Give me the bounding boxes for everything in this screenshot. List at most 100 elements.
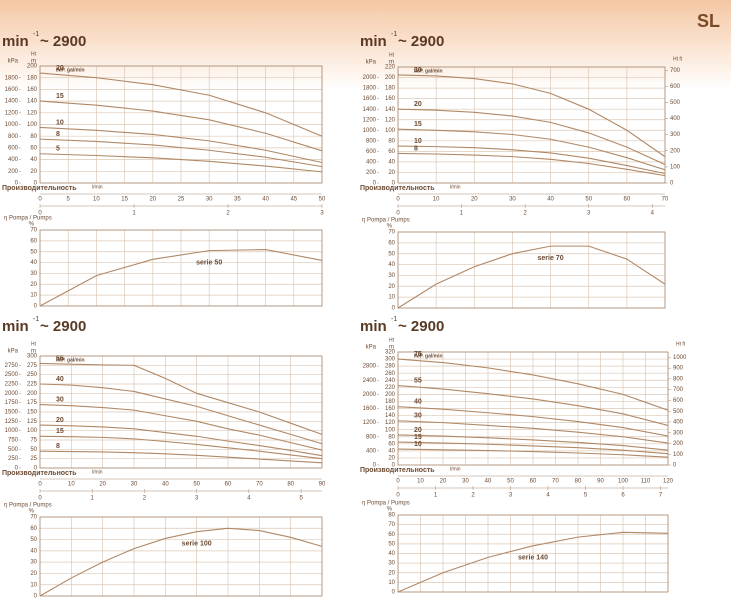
y-tick-label: 50 — [388, 251, 395, 257]
y-tick-label: 260 — [385, 371, 396, 377]
plot-frame — [397, 351, 669, 466]
y-tick-label: 50 — [30, 249, 37, 255]
y-tick-label: 80 — [388, 434, 395, 440]
chart-title: η Pompa / Pumps — [362, 501, 410, 507]
y-tick-label: 60 — [388, 441, 395, 447]
y-tick-label: 60 — [30, 526, 37, 532]
x-tick-label: 20 — [440, 479, 447, 485]
y-tick-label: 60 — [388, 532, 395, 538]
x-axis-label: Производительность — [360, 185, 435, 192]
x2-tick-label: 3 — [320, 211, 324, 217]
x2-tick-label: 0 — [396, 493, 400, 499]
y2-tick-label: 0 — [373, 463, 377, 469]
y2-tick-label: 1200 — [5, 110, 19, 116]
y-tick-label: 100 — [385, 128, 396, 134]
y-tick-label: 60 — [388, 149, 395, 155]
y3-tick-label: 0 — [673, 463, 677, 469]
series-line — [39, 527, 323, 597]
x2-tick-label: 5 — [584, 493, 588, 499]
y-tick-label: 0 — [392, 590, 396, 596]
y-tick-label: 0 — [392, 463, 396, 469]
y3-tick-label: 200 — [670, 148, 681, 154]
x2-tick-label: 4 — [546, 493, 550, 499]
x-tick-label: 120 — [663, 479, 674, 485]
y2-tick-label: 2800 — [363, 364, 377, 370]
unit-note: IMP. gal/min — [414, 353, 443, 359]
series-label: 5 — [56, 146, 60, 153]
y3-tick-label: 600 — [670, 84, 681, 90]
x2-tick-label: 2 — [226, 211, 230, 217]
speed-value: ~ 2900 — [398, 33, 444, 50]
y2-tick-label: 1600 — [363, 406, 377, 412]
y2-tick-label: 1750 — [5, 400, 19, 406]
y-tick-label: 30 — [388, 273, 395, 279]
y2-tick-label: 600 — [8, 145, 19, 151]
y-tick-label: 225 — [27, 382, 38, 388]
series-label: serie 140 — [518, 555, 548, 562]
x2-tick-label: 0 — [396, 211, 400, 217]
y-tick-label: 175 — [27, 400, 38, 406]
y-tick-label: 0 — [392, 306, 396, 312]
x-tick-label: 90 — [319, 482, 326, 488]
x-tick-label: 10 — [417, 479, 424, 485]
y3-tick-label: 900 — [673, 366, 684, 372]
series-label: 10 — [414, 441, 422, 448]
series-label: 8 — [414, 145, 418, 152]
series-label: serie 50 — [196, 259, 222, 266]
y3-tick-label: 400 — [673, 420, 684, 426]
x-tick-label: 20 — [471, 197, 478, 203]
y-tick-label: 20 — [30, 571, 37, 577]
y2-tick-label: 800 — [366, 138, 377, 144]
y-tick-label: 180 — [385, 399, 396, 405]
x-tick-label: 35 — [234, 197, 241, 203]
y2-tick-label: 0 — [15, 181, 19, 187]
y-tick-label: 20 — [388, 456, 395, 462]
y-tick-label: 120 — [385, 117, 396, 123]
series-label: 20 — [414, 427, 422, 434]
y-tick-label: 220 — [385, 385, 396, 391]
y2-tick-label: 1800 — [5, 75, 19, 81]
y-tick-label: 60 — [30, 238, 37, 244]
y-tick-label: 0 — [34, 594, 38, 600]
y-tick-label: 150 — [27, 410, 38, 416]
x-axis-label: Производительность — [2, 470, 77, 477]
y2-tick-label: 0 — [15, 466, 19, 472]
x-tick-label: 10 — [68, 482, 75, 488]
y-tick-label: 180 — [385, 86, 396, 92]
y-tick-label: 40 — [388, 551, 395, 557]
chart-title: η Pompa / Pumps — [4, 503, 52, 509]
y3-tick-label: 100 — [673, 452, 684, 458]
y-tick-label: 40 — [388, 159, 395, 165]
series-line — [39, 403, 323, 451]
y-tick-label: 140 — [385, 107, 396, 113]
x-tick-label: 80 — [575, 479, 582, 485]
series-line — [39, 362, 323, 435]
y-tick-label: 0 — [34, 181, 38, 187]
y-tick-label: 240 — [385, 378, 396, 384]
series-line — [39, 138, 323, 168]
y-tick-label: 100 — [27, 122, 38, 128]
y-axis-label: m — [389, 345, 394, 351]
y-tick-label: 80 — [388, 138, 395, 144]
speed-value: ~ 2900 — [40, 33, 86, 50]
x-tick-label: 70 — [662, 197, 669, 203]
y-tick-label: 80 — [388, 513, 395, 519]
y3-tick-label: 800 — [673, 376, 684, 382]
y2-tick-label: 2000 — [363, 392, 377, 398]
y-tick-label: 0 — [34, 466, 38, 472]
series-line — [397, 434, 669, 451]
x-axis-unit: l/min — [92, 469, 103, 475]
y-tick-label: 200 — [385, 75, 396, 81]
y-tick-label: 125 — [27, 419, 38, 425]
x-tick-label: 40 — [547, 197, 554, 203]
y-tick-label: 140 — [385, 413, 396, 419]
y-tick-label: 30 — [388, 561, 395, 567]
y-tick-label: 70 — [30, 228, 37, 234]
y-tick-label: 20 — [388, 170, 395, 176]
y-axis-top-label: Ht — [389, 52, 395, 58]
y-tick-label: 10 — [388, 295, 395, 301]
speed-value: ~ 2900 — [398, 318, 444, 335]
y2-tick-label: 2750 — [5, 363, 19, 369]
series-line — [397, 384, 669, 426]
x-tick-label: 50 — [507, 479, 514, 485]
